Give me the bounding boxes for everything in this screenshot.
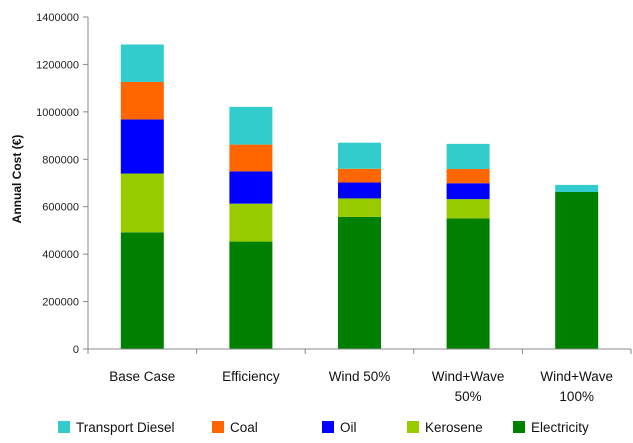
y-tick-label: 400000	[42, 249, 79, 261]
bar-segment-electricity	[446, 218, 490, 349]
legend-label: Transport Diesel	[76, 420, 175, 435]
legend-label: Kerosene	[425, 420, 483, 435]
x-tick-label: Wind+Wave	[540, 369, 613, 384]
bars	[120, 44, 599, 349]
y-tick-label: 1400000	[36, 12, 79, 24]
legend-label: Oil	[340, 420, 357, 435]
y-tick-label: 1200000	[36, 59, 79, 71]
bar-segment-coal	[120, 81, 164, 120]
bar-segment-kerosene	[338, 198, 381, 217]
legend-swatch	[513, 421, 525, 433]
x-tick-label: 100%	[559, 389, 594, 404]
bar-segment-coal	[446, 169, 490, 184]
x-tick-label: Base Case	[109, 369, 175, 384]
legend-swatch	[407, 421, 419, 433]
bar-segment-oil	[229, 171, 273, 204]
x-tick-label: Wind 50%	[329, 369, 391, 384]
y-tick-label: 0	[73, 344, 79, 356]
bar-segment-electricity	[338, 216, 381, 349]
legend-swatch	[58, 421, 70, 433]
bar-segment-transport-diesel	[446, 143, 490, 170]
bar-segment-oil	[338, 182, 381, 199]
bar-segment-electricity	[229, 241, 273, 349]
bar-segment-oil	[446, 183, 490, 200]
legend-swatch	[322, 421, 334, 433]
x-tick-label: Efficiency	[222, 369, 280, 384]
bar-segment-coal	[338, 168, 381, 183]
bar-segment-electricity	[120, 232, 164, 349]
legend-swatch	[212, 421, 224, 433]
x-axis-ticks: Base Case Efficiency Wind 50% Wind+Wave 50% W…	[109, 369, 613, 404]
legend: Transport Diesel Coal Oil Kerosene Electrici…	[58, 420, 589, 435]
bar-segment-kerosene	[120, 173, 164, 233]
bar-segment-transport-diesel	[338, 142, 381, 169]
legend-label: Coal	[230, 420, 258, 435]
y-axis-ticks: 0 200000 400000 600000 800000 1000000 1200000 1…	[36, 12, 88, 356]
bar-segment-oil	[120, 119, 164, 174]
bar-segment-transport-diesel	[120, 44, 164, 82]
y-tick-label: 200000	[42, 297, 79, 309]
y-tick-label: 1000000	[36, 107, 79, 119]
bar-segment-kerosene	[229, 203, 273, 242]
x-tick-label: Wind+Wave	[432, 369, 505, 384]
y-axis-label: Annual Cost (€)	[10, 135, 24, 224]
bar-segment-transport-diesel	[229, 106, 273, 145]
bar-segment-transport-diesel	[555, 184, 599, 193]
axes	[87, 17, 632, 354]
legend-label: Electricity	[531, 420, 589, 435]
x-tick-label: 50%	[455, 389, 482, 404]
bar-segment-kerosene	[446, 199, 490, 219]
bar-segment-coal	[229, 144, 273, 172]
y-tick-label: 600000	[42, 202, 79, 214]
y-tick-label: 800000	[42, 154, 79, 166]
bar-segment-electricity	[555, 192, 599, 349]
